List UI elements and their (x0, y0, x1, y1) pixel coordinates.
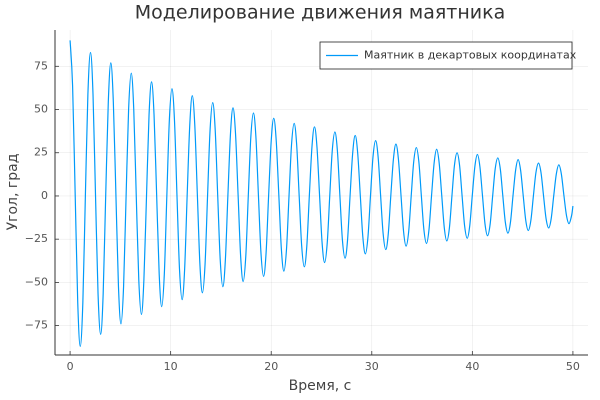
legend-label: Маятник в декартовых координатах (364, 49, 577, 62)
x-tick-label: 50 (566, 360, 580, 373)
x-tick-label: 40 (465, 360, 479, 373)
y-tick-label: 75 (34, 59, 48, 72)
y-axis-label: Угол, град (5, 154, 21, 231)
y-tick-label: −25 (25, 232, 48, 245)
y-tick-label: −50 (25, 275, 48, 288)
legend-box (319, 41, 573, 70)
x-tick-label: 20 (264, 360, 278, 373)
data-line (69, 40, 574, 347)
x-tick-label: 10 (164, 360, 178, 373)
x-tick-label: 30 (365, 360, 379, 373)
y-tick-label: −75 (25, 319, 48, 332)
y-tick-label: 25 (34, 146, 48, 159)
y-tick-label: 0 (41, 189, 48, 202)
y-tick-label: 50 (34, 103, 48, 116)
x-axis-label: Время, с (289, 378, 352, 394)
chart-title: Моделирование движения маятника (135, 2, 505, 24)
x-tick-label: 0 (67, 360, 74, 373)
